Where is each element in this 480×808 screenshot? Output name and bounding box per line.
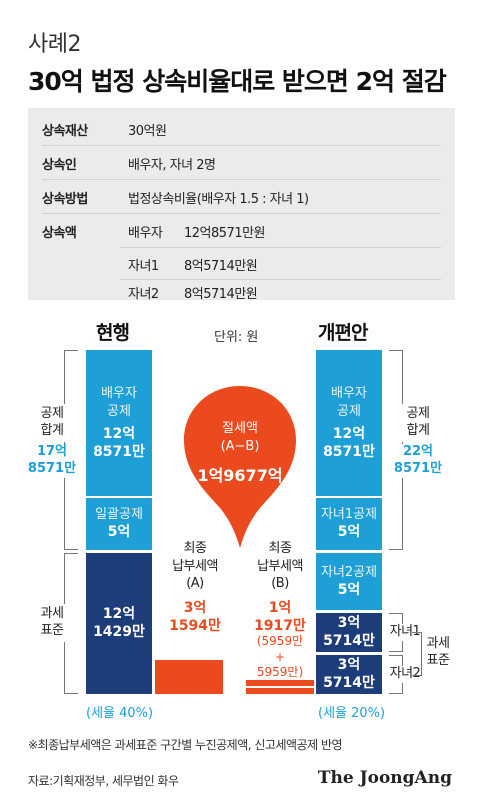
savings-pin-icon xyxy=(184,386,296,548)
current-tax-base-bar: 12억 1429만 xyxy=(86,553,152,694)
info-value-method: 법정상속비율(배우자 1.5 : 자녀 1) xyxy=(128,192,309,207)
final-tax-a-bar xyxy=(155,660,223,694)
unit-label: 단위: 원 xyxy=(214,330,259,345)
info-value-heirs: 배우자, 자녀 2명 xyxy=(128,158,216,173)
reform-tax-base-child2-bar: 3억 5714만 xyxy=(316,655,382,694)
info-key-amount: 상속액 xyxy=(42,226,77,241)
info-key-property: 상속재산 xyxy=(42,124,88,139)
reform-spouse-deduction-bar: 배우자 공제 12억 8571만 xyxy=(316,350,382,496)
brand-logo: The JoongAng xyxy=(317,768,452,788)
footnote: ※최종납부세액은 과세표준 구간별 누진공제액, 신고세액공제 반영 xyxy=(28,738,343,752)
current-deduction-total-label: 공제 합계 xyxy=(28,404,76,442)
reform-child1-value: 5억 xyxy=(337,524,361,541)
info-value-property: 30억원 xyxy=(128,124,167,139)
current-tax-base-label: 과세 표준 xyxy=(28,604,76,642)
savings-label: 절세액 (A−B) xyxy=(220,421,260,454)
share-who-child1: 자녀1 xyxy=(128,259,159,274)
reform-child2-tag: 자녀2 xyxy=(386,666,424,683)
current-lump-label: 일괄공제 xyxy=(95,507,143,523)
final-tax-b-bar-child1 xyxy=(246,680,314,686)
reform-child2-label: 자녀2공제 xyxy=(320,564,378,580)
share-amount-child2: 8억5714만원 xyxy=(184,287,258,302)
savings-amount: 1억9677억 xyxy=(197,466,283,485)
info-key-heirs: 상속인 xyxy=(42,158,77,173)
reform-child1-deduction-bar: 자녀1공제 5억 xyxy=(316,498,382,550)
row-divider xyxy=(42,213,441,214)
source-credit: 자료:기획재정부, 세무법인 화우 xyxy=(28,774,179,788)
current-tax-rate: (세율 40%) xyxy=(86,706,154,721)
current-spouse-label: 배우자 공제 xyxy=(101,385,137,419)
current-lump-deduction-bar: 일괄공제 5억 xyxy=(86,498,152,550)
current-spouse-value: 12억 8571만 xyxy=(93,426,145,460)
share-who-spouse: 배우자 xyxy=(128,226,163,241)
current-deduction-total-value: 17억 8571만 xyxy=(26,444,78,478)
share-amount-child1: 8억5714만원 xyxy=(184,259,258,274)
reform-spouse-label: 배우자 공제 xyxy=(331,385,367,419)
reform-tax-rate: (세율 20%) xyxy=(318,706,386,721)
inheritance-info-table: 상속재산 30억원 상속인 배우자, 자녀 2명 상속방법 법정상속비율(배우자… xyxy=(28,108,455,302)
final-tax-b-breakdown: (5959만 + 5959만) xyxy=(256,634,304,680)
row-divider xyxy=(42,145,441,146)
reform-child2-deduction-bar: 자녀2공제 5억 xyxy=(316,553,382,610)
row-divider xyxy=(120,279,441,280)
case-label: 사례2 xyxy=(28,32,81,57)
reform-heading: 개편안 xyxy=(318,322,368,344)
current-lump-value: 5억 xyxy=(107,524,131,541)
reform-child1-tag: 자녀1 xyxy=(386,624,424,641)
reform-tax-base-child2-value: 3억 5714만 xyxy=(323,657,375,691)
final-tax-a-title: 최종 납부세액 (A) xyxy=(172,541,218,592)
info-key-method: 상속방법 xyxy=(42,192,88,207)
row-divider xyxy=(42,179,441,180)
page-title: 30억 법정 상속비율대로 받으면 2억 절감 xyxy=(28,67,447,96)
current-spouse-deduction-bar: 배우자 공제 12억 8571만 xyxy=(86,350,152,496)
reform-deduction-total-label: 공제 합계 xyxy=(394,404,442,442)
reform-tax-base-label: 과세 표준 xyxy=(426,636,450,668)
share-amount-spouse: 12억8571만원 xyxy=(184,226,266,241)
reform-deduction-total-value: 22억 8571만 xyxy=(392,444,444,478)
reform-child1-label: 자녀1공제 xyxy=(320,507,378,523)
reform-tax-base-child1-value: 3억 5714만 xyxy=(323,615,375,649)
current-tax-base-value: 12억 1429만 xyxy=(93,606,145,640)
reform-child2-value: 5억 xyxy=(337,581,361,598)
row-divider xyxy=(120,247,441,248)
final-tax-a-amount: 3억 1594만 xyxy=(169,600,221,634)
reform-tax-base-child1-bar: 3억 5714만 xyxy=(316,613,382,652)
share-who-child2: 자녀2 xyxy=(128,287,159,302)
final-tax-b-title: 최종 납부세액 (B) xyxy=(257,541,303,592)
current-heading: 현행 xyxy=(96,322,130,344)
reform-spouse-value: 12억 8571만 xyxy=(323,426,375,460)
final-tax-b-bar-child2 xyxy=(246,688,314,694)
final-tax-b-amount: 1억 1917만 xyxy=(254,600,306,634)
reform-tax-base-bracket xyxy=(412,632,422,676)
